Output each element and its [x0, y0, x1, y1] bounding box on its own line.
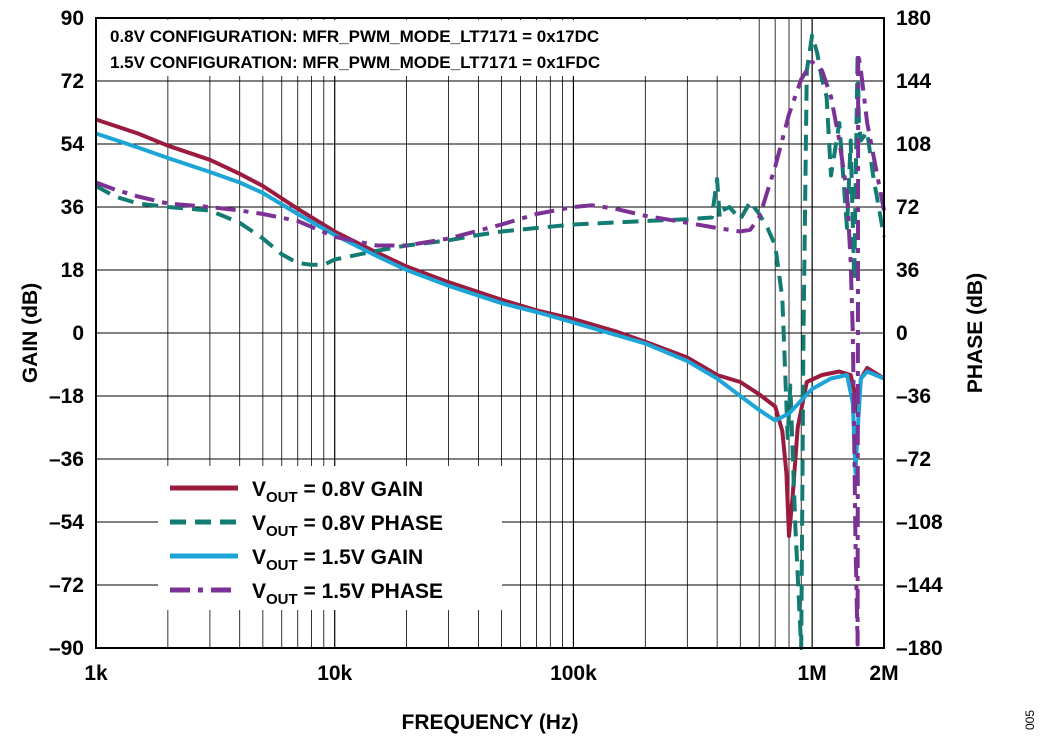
legend-label-1: VOUT = 0.8V GAIN: [252, 478, 423, 506]
x-tick-label: 2M: [869, 662, 898, 685]
y-right-tick-label: 108: [896, 133, 931, 156]
legend-label-main: V: [252, 546, 266, 569]
y-right-tick-label: 0: [896, 322, 908, 345]
y-left-tick-label: 18: [61, 259, 85, 282]
y-right-tick-label: 36: [896, 259, 919, 282]
legend-label-rest: = 0.8V PHASE: [298, 512, 443, 535]
y-right-tick-label: –144: [896, 574, 943, 597]
plot-frame: [95, 17, 885, 649]
y-right-tick-label: –36: [896, 385, 931, 408]
y-left-tick-label: –36: [49, 448, 84, 471]
x-tick-label: 1M: [798, 662, 827, 685]
legend-label-main: V: [252, 580, 266, 603]
legend-label-2: VOUT = 0.8V PHASE: [252, 512, 443, 540]
y-left-tick-label: 72: [61, 70, 84, 93]
legend-label-subscript: OUT: [266, 523, 298, 540]
annotation-line-1: 0.8V CONFIGURATION: MFR_PWM_MODE_LT7171 …: [110, 27, 599, 46]
legend-label-subscript: OUT: [266, 557, 298, 574]
y-right-tick-label: –180: [896, 637, 943, 660]
y-left-tick-label: 0: [72, 322, 84, 345]
y-left-tick-label: 54: [61, 133, 85, 156]
figure-id: 005: [1023, 710, 1037, 730]
legend-label-rest: = 1.5V GAIN: [298, 546, 423, 569]
y-right-tick-label: 180: [896, 7, 931, 30]
legend-label-main: V: [252, 512, 266, 535]
x-tick-label: 1k: [84, 662, 108, 685]
y-left-tick-label: 36: [61, 196, 84, 219]
y-left-tick-label: –72: [49, 574, 84, 597]
tick-labels: 1k 10k 100k 1M 2M90725436180–18–36–54–72–901…: [49, 7, 943, 685]
x-tick-label: 10k: [317, 662, 352, 685]
y-right-tick-label: 72: [896, 196, 919, 219]
annotation-line-2: 1.5V CONFIGURATION: MFR_PWM_MODE_LT7171 …: [110, 53, 600, 72]
legend-label-rest: = 0.8V GAIN: [298, 478, 423, 501]
legend-label-4: VOUT = 1.5V PHASE: [252, 580, 443, 608]
y-left-tick-label: 90: [61, 7, 84, 30]
legend-label-subscript: OUT: [266, 489, 298, 506]
y-left-tick-label: –90: [49, 637, 84, 660]
x-axis-title: FREQUENCY (Hz): [402, 711, 579, 734]
y-axis-left-title: GAIN (dB): [19, 283, 42, 383]
legend-label-3: VOUT = 1.5V GAIN: [252, 546, 423, 574]
annotation-box: [100, 20, 750, 76]
series-line-1: [95, 117, 886, 538]
series-line-2: [95, 33, 886, 650]
y-left-tick-label: –54: [49, 511, 84, 534]
series-layer: [95, 33, 886, 650]
y-right-tick-label: –108: [896, 511, 943, 534]
legend-label-main: V: [252, 478, 266, 501]
y-axis-right-title: PHASE (dB): [964, 273, 987, 393]
legend-label-subscript: OUT: [266, 591, 298, 608]
y-right-tick-label: 144: [896, 70, 931, 93]
y-right-tick-label: –72: [896, 448, 931, 471]
y-left-tick-label: –18: [49, 385, 84, 408]
legend-label-rest: = 1.5V PHASE: [298, 580, 443, 603]
x-tick-label: 100k: [550, 662, 597, 685]
